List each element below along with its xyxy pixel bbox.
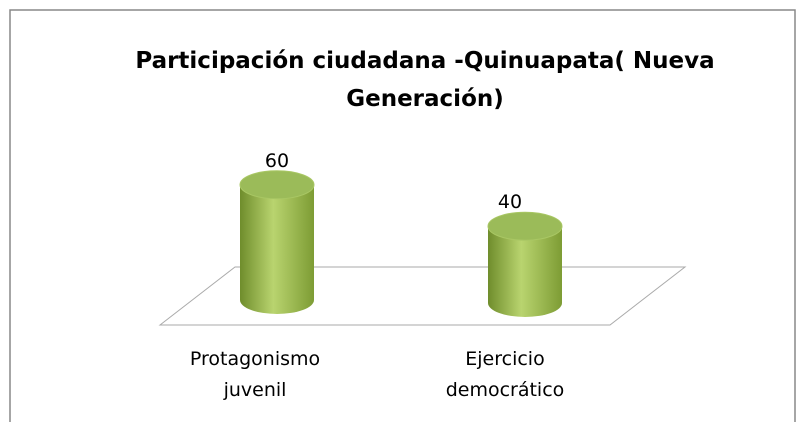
value-label: 40 <box>498 191 522 213</box>
cylinder-body <box>488 226 562 317</box>
x-tick-label: Protagonismo juvenil <box>189 348 321 401</box>
cylinder-top <box>239 170 315 200</box>
chart-border <box>9 9 796 422</box>
cylinder-top <box>487 211 563 241</box>
cylinder <box>239 170 315 314</box>
chart-title: Participación ciudadana -Quinuapata( Nue… <box>135 48 715 112</box>
cylinder-body <box>240 184 314 314</box>
cylinder <box>487 211 563 317</box>
x-tick-label: Ejercicio democrático <box>445 348 565 401</box>
value-label: 60 <box>265 150 289 172</box>
floor <box>158 266 687 326</box>
